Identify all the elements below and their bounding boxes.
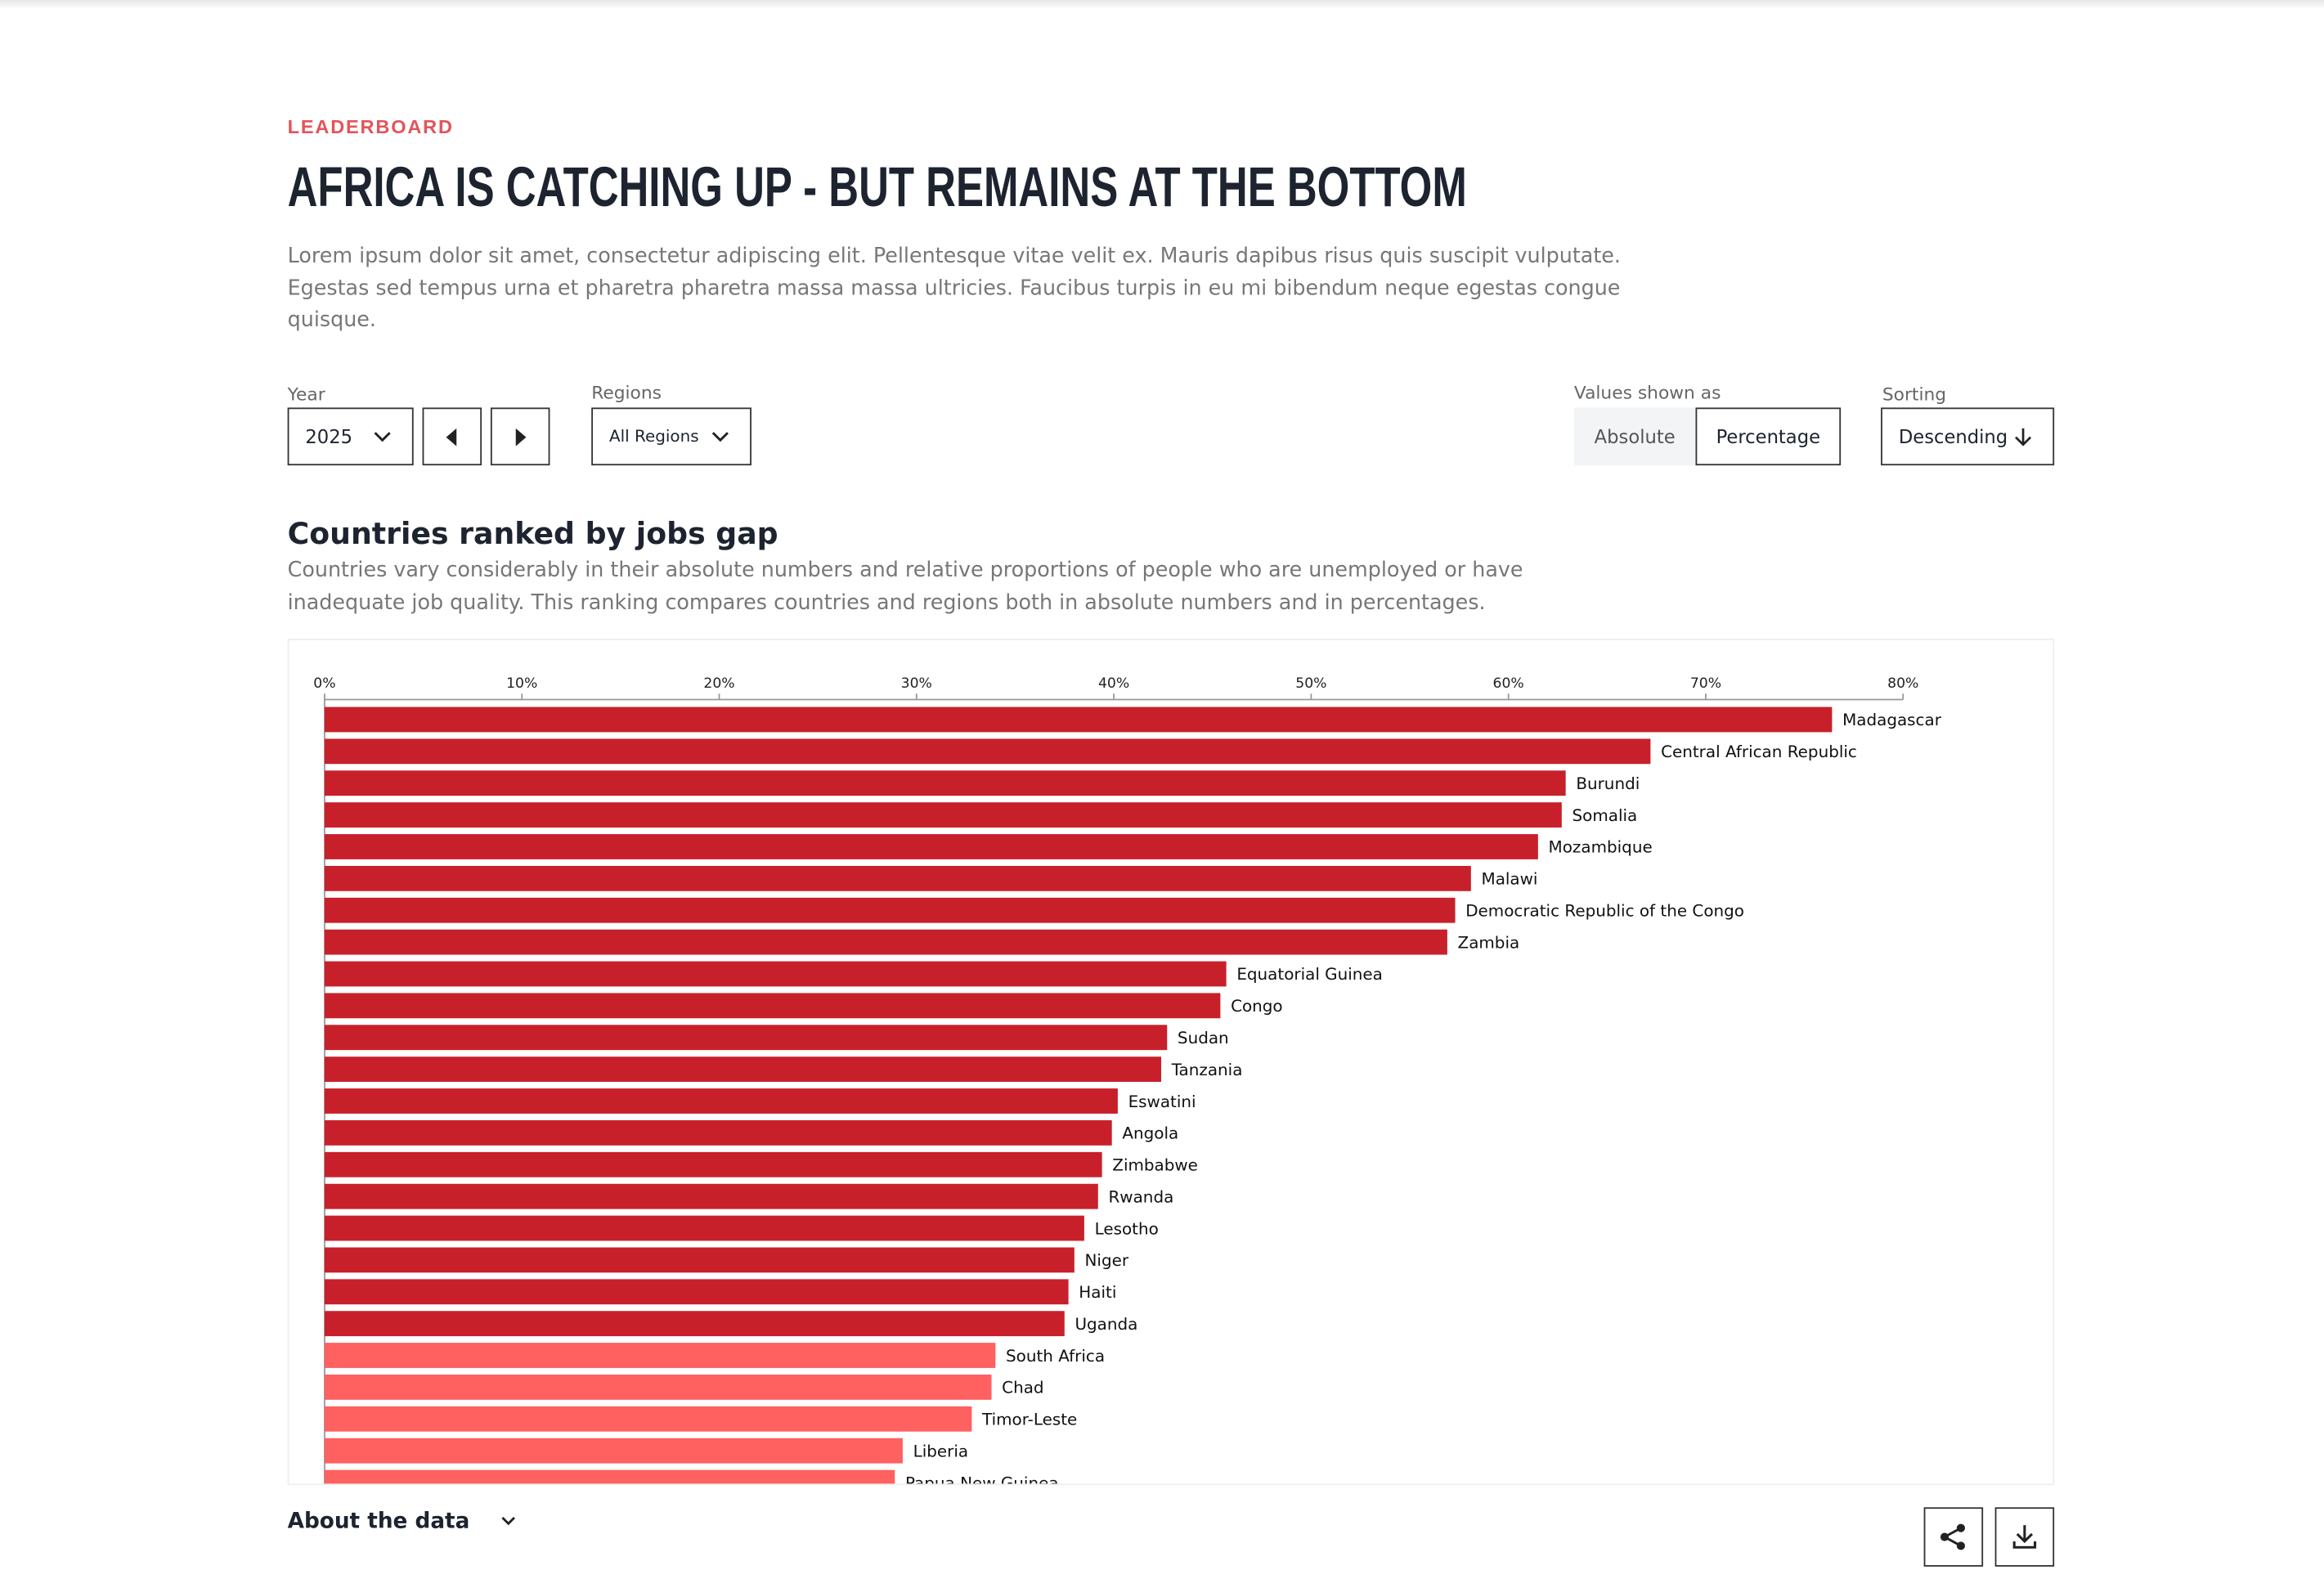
bar: [324, 1343, 996, 1368]
chart: 0% 10% 20% 30% 40% 50% 60% 70% 80% Madagascar Cent…: [313, 675, 1942, 1485]
bar-label: Eswatini: [1128, 1092, 1196, 1111]
percentage-toggle[interactable]: Percentage: [1695, 407, 1842, 466]
bar-label: Rwanda: [1108, 1187, 1173, 1206]
bar: [324, 1375, 992, 1400]
x-tick-label: 20%: [703, 675, 734, 692]
x-tick-label: 60%: [1493, 675, 1524, 692]
chart-panel: 0% 10% 20% 30% 40% 50% 60% 70% 80% Madagascar Cent…: [287, 639, 2055, 1486]
bar-label: Congo: [1231, 997, 1283, 1016]
bar: [324, 770, 1566, 796]
sorting-label: Sorting: [1882, 384, 1947, 405]
chart-title: Countries ranked by jobs gap: [287, 515, 778, 552]
page-title: AFRICA IS CATCHING UP - BUT REMAINS AT T…: [287, 157, 1467, 220]
bar: [324, 1119, 1112, 1146]
regions-label: Regions: [591, 382, 662, 403]
bar: [324, 897, 1456, 923]
prev-year-button[interactable]: [422, 407, 482, 466]
prev-icon: [446, 427, 457, 446]
chevron: [374, 431, 391, 442]
bar-label: Central African Republic: [1661, 742, 1857, 761]
bar: [324, 1469, 895, 1484]
bar-label: Equatorial Guinea: [1236, 965, 1383, 984]
bar-label: Haiti: [1079, 1283, 1116, 1302]
bar: [324, 1215, 1084, 1241]
bar: [324, 1247, 1075, 1273]
bar: [324, 961, 1227, 987]
regions-value: All Regions: [608, 427, 699, 446]
about-toggle[interactable]: About the data: [288, 1510, 518, 1534]
download-icon: [2012, 1525, 2037, 1549]
download-button[interactable]: [1994, 1507, 2055, 1567]
chevron: [501, 1516, 515, 1526]
bar: [324, 802, 1562, 828]
bar-label: Tanzania: [1171, 1061, 1243, 1079]
arrow-down: [2015, 427, 2032, 446]
bar-label: Chad: [1002, 1379, 1043, 1397]
bar-label: Democratic Republic of the Congo: [1465, 901, 1744, 920]
values-shown-label: Values shown as: [1573, 382, 1721, 403]
bar: [324, 1406, 972, 1432]
bar: [324, 1311, 1065, 1337]
bar-label: South Africa: [1006, 1347, 1105, 1366]
x-tick-label: 50%: [1295, 675, 1326, 692]
year-value: 2025: [305, 425, 353, 448]
year-select[interactable]: 2025: [287, 407, 414, 466]
bar-label: Zambia: [1458, 933, 1520, 952]
bar: [324, 1151, 1102, 1178]
top-shadow: [0, 0, 2324, 9]
regions-select[interactable]: All Regions: [591, 407, 751, 466]
bar-label: Mozambique: [1549, 838, 1653, 857]
x-tick-label: 80%: [1887, 675, 1918, 692]
share-icon: [1940, 1523, 1966, 1550]
bar: [324, 738, 1651, 765]
share-button[interactable]: [1923, 1507, 1984, 1567]
bar-label: Uganda: [1075, 1315, 1137, 1334]
eyebrow: LEADERBOARD: [287, 115, 454, 138]
bar-label: Liberia: [913, 1442, 968, 1460]
bar-label: Madagascar: [1842, 711, 1942, 729]
chevron: [711, 431, 729, 442]
bar: [324, 707, 1833, 733]
sorting-value: Descending: [1898, 425, 2008, 448]
next-icon: [515, 427, 527, 446]
bar: [324, 834, 1538, 859]
about-label: About the data: [287, 1509, 470, 1534]
bar-label: Sudan: [1178, 1029, 1229, 1047]
x-tick-label: 70%: [1690, 675, 1721, 692]
bar: [324, 1025, 1168, 1051]
bar-label: Malawi: [1482, 870, 1538, 889]
bar-label: Papua New Guinea: [905, 1474, 1059, 1485]
x-tick-label: 10%: [506, 675, 537, 692]
bar: [324, 1056, 1162, 1083]
bar: [324, 929, 1447, 955]
bar: [324, 1279, 1069, 1305]
x-tick-label: 0%: [313, 675, 335, 692]
bar-label: Zimbabwe: [1112, 1156, 1198, 1175]
bar-label: Burundi: [1576, 774, 1640, 793]
bar: [324, 1183, 1098, 1209]
bar-label: Niger: [1085, 1251, 1129, 1270]
absolute-toggle[interactable]: Absolute: [1573, 407, 1696, 466]
bar-label: Lesotho: [1095, 1219, 1159, 1238]
bar: [324, 1438, 903, 1464]
year-label: Year: [287, 384, 325, 405]
description: Lorem ipsum dolor sit amet, consectetur …: [287, 244, 1621, 332]
bar-label: Somalia: [1573, 806, 1638, 825]
bar: [324, 1088, 1118, 1114]
bar-label: Timor-Leste: [981, 1411, 1077, 1429]
next-year-button[interactable]: [490, 407, 550, 466]
chart-subtitle: Countries vary considerably in their abs…: [287, 558, 1523, 615]
bar-label: Angola: [1122, 1124, 1178, 1143]
bar: [324, 993, 1221, 1019]
x-tick-label: 40%: [1098, 675, 1129, 692]
sorting-select[interactable]: Descending: [1881, 407, 2055, 466]
x-tick-label: 30%: [901, 675, 932, 692]
bar: [324, 865, 1471, 891]
